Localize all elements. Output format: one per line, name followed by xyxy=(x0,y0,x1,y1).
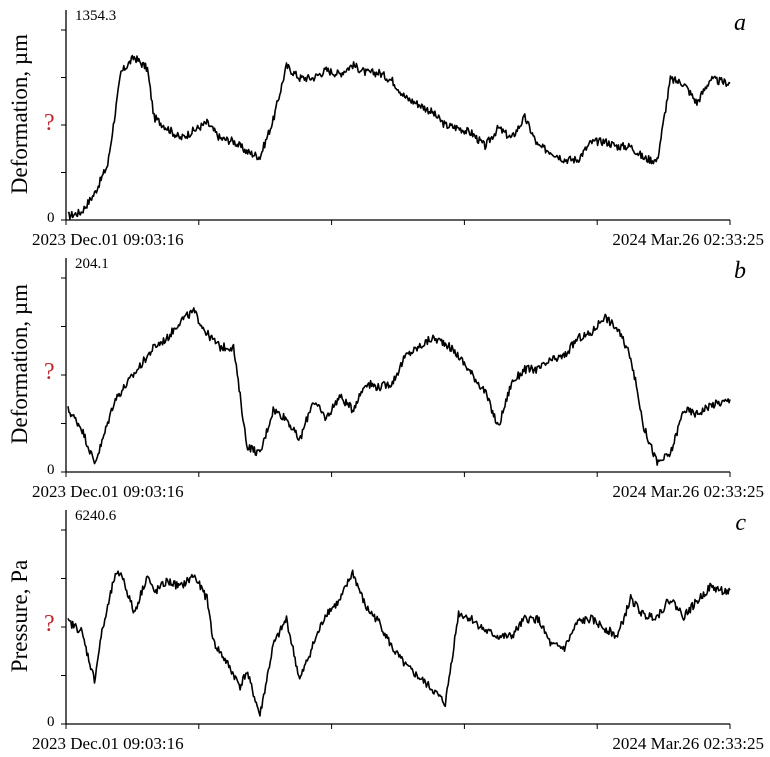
y-marker: ? xyxy=(44,109,55,136)
y-axis-label-text: Pressure, Pa xyxy=(7,559,32,673)
series-line xyxy=(67,54,731,220)
panel-letter: c xyxy=(735,510,746,536)
x-end-label: 2024 Mar.26 02:33:25 xyxy=(612,482,764,501)
chart-panel-c xyxy=(61,510,731,729)
y-axis-label-text: Deformation, µm xyxy=(7,33,33,195)
y-axis-label-text: Deformation, µm xyxy=(7,283,33,445)
x-start-label: 2023 Dec.01 09:03:16 xyxy=(32,734,184,753)
x-end-label: 2024 Mar.26 02:33:25 xyxy=(612,734,764,753)
panel-letter: a xyxy=(734,10,746,36)
panel-letter: b xyxy=(734,258,746,284)
y-zero-label: 0 xyxy=(47,210,55,226)
y-axis-label: Deformation, µm xyxy=(0,8,40,220)
y-axis-label: Deformation, µm xyxy=(0,256,40,472)
y-axis-label: Pressure, Pa xyxy=(0,508,40,724)
x-start-label: 2023 Dec.01 09:03:16 xyxy=(32,482,184,501)
chart-panel-b xyxy=(61,258,731,477)
x-end-label: 2024 Mar.26 02:33:25 xyxy=(612,230,764,249)
x-start-label: 2023 Dec.01 09:03:16 xyxy=(32,230,184,249)
y-max-label: 1354.3 xyxy=(75,8,117,24)
y-zero-label: 0 xyxy=(47,714,55,730)
y-marker: ? xyxy=(44,611,55,638)
y-marker: ? xyxy=(44,359,55,386)
y-zero-label: 0 xyxy=(47,462,55,478)
y-max-label: 204.1 xyxy=(75,256,109,272)
series-line xyxy=(67,569,731,717)
chart-panel-a xyxy=(61,10,731,225)
y-max-label: 6240.6 xyxy=(75,508,117,524)
series-line xyxy=(67,307,731,466)
